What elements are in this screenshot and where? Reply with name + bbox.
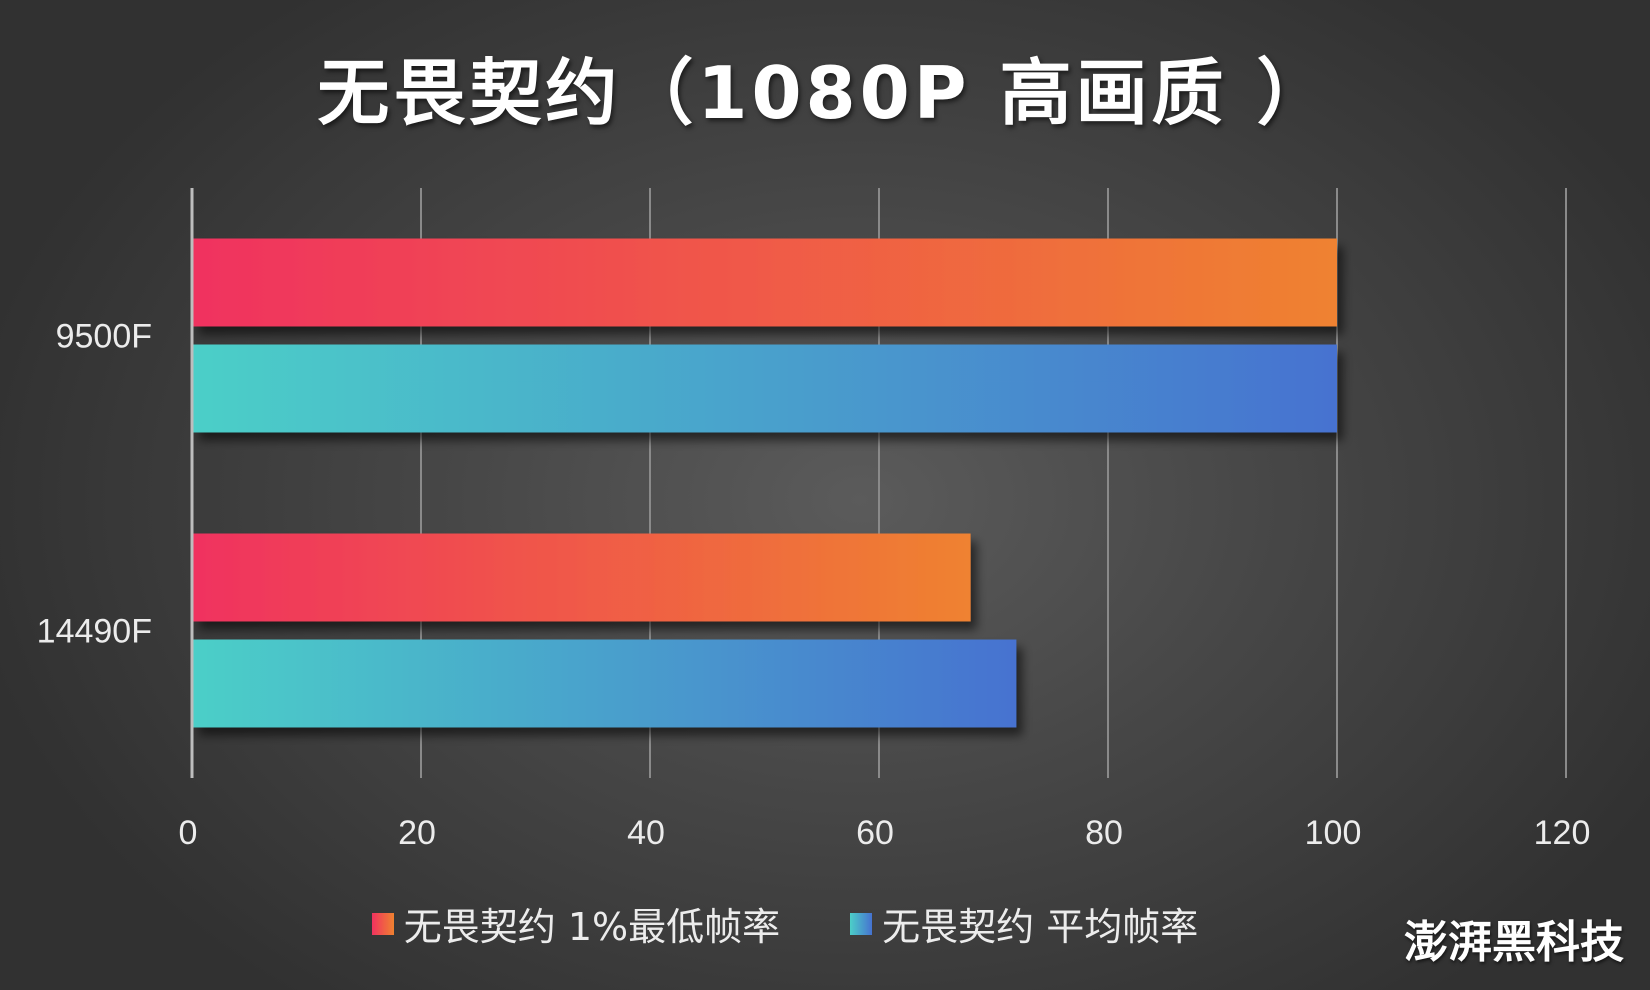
bar-14490F-series-2 <box>193 639 1017 728</box>
legend-label-series-2: 无畏契约 平均帧率 <box>882 905 1199 949</box>
chart-title: 无畏契约（1080P 高画质 ） <box>317 51 1333 135</box>
bar-9500F-series-1 <box>193 238 1337 327</box>
x-tick-label: 120 <box>1534 814 1591 852</box>
legend-item-series-1: 无畏契约 1%最低帧率 <box>371 896 781 951</box>
axes: 0 20 40 60 80 100 120 9500F 14490F <box>37 188 1591 852</box>
x-tick-label: 80 <box>1085 814 1123 852</box>
y-category-label: 14490F <box>37 613 152 651</box>
bar-9500F-series-2 <box>193 344 1337 433</box>
bars <box>193 238 1337 728</box>
x-tick-label: 20 <box>398 814 436 852</box>
watermark: 澎湃黑科技 <box>1404 917 1624 968</box>
x-tick-label: 0 <box>179 814 198 852</box>
x-tick-label: 100 <box>1305 814 1362 852</box>
legend-label-series-1: 无畏契约 1%最低帧率 <box>403 905 781 949</box>
legend-item-series-2: 无畏契约 平均帧率 <box>850 896 1198 951</box>
x-tick-label: 40 <box>627 814 665 852</box>
bar-14490F-series-1 <box>193 533 971 622</box>
legend: 无畏契约 1%最低帧率 无畏契约 平均帧率 <box>0 896 1650 951</box>
y-category-label: 9500F <box>56 318 152 356</box>
legend-swatch-series-2 <box>850 912 873 935</box>
x-tick-label: 60 <box>856 814 894 852</box>
legend-swatch-series-1 <box>371 912 394 935</box>
